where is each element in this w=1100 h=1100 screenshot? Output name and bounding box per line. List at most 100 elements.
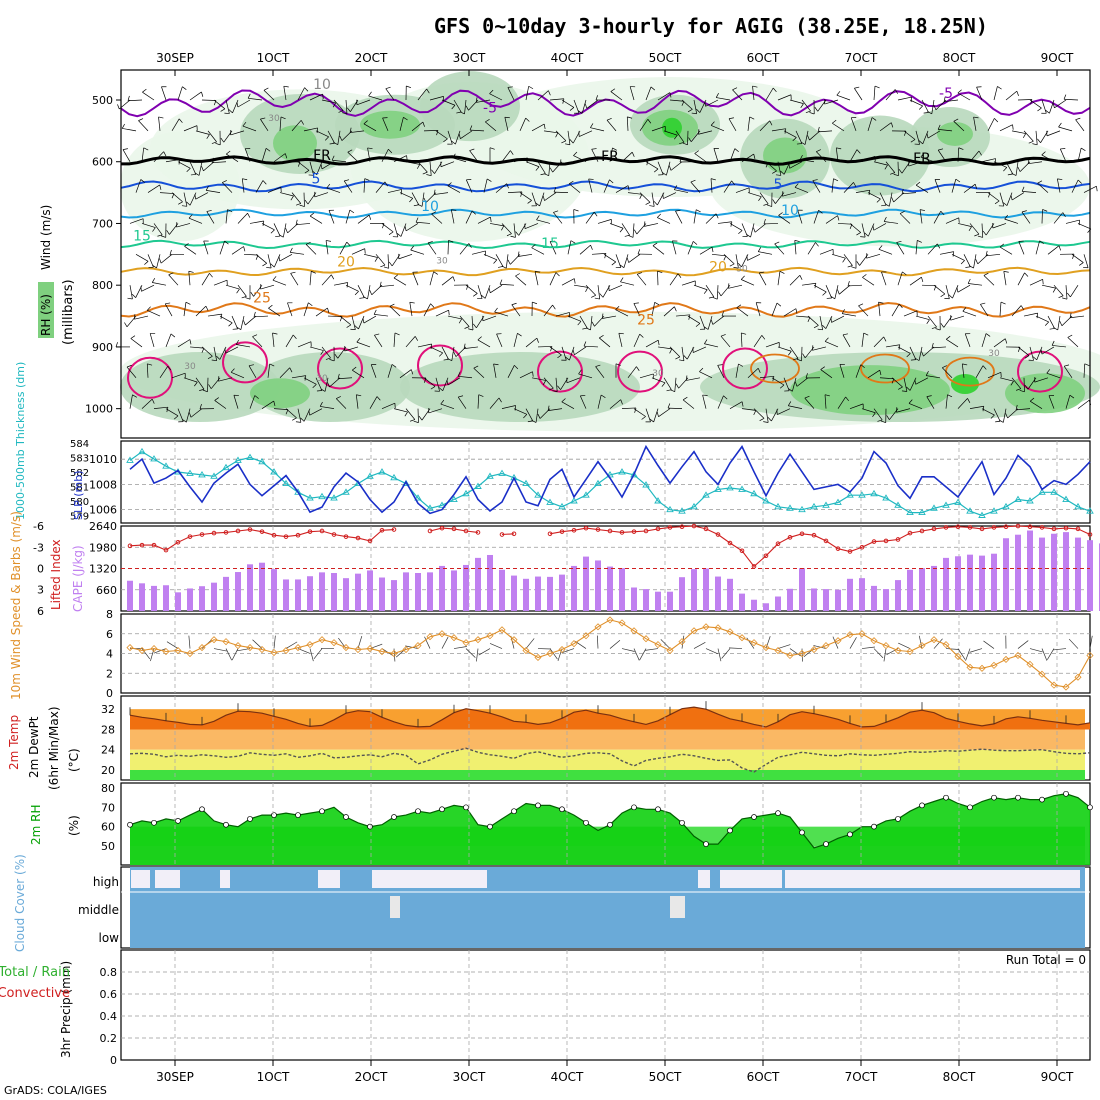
wind-barb <box>411 121 424 132</box>
wind-barb-flag <box>836 91 841 96</box>
wind-barb <box>794 187 809 193</box>
wind-barb-flag <box>807 135 810 141</box>
wind-barb-flag <box>542 195 545 201</box>
wind-barb <box>201 346 213 357</box>
wind-barb <box>129 285 133 300</box>
wind-barb-flag <box>1062 297 1068 300</box>
wind-barb-flag <box>794 183 799 188</box>
wind-barb <box>203 240 209 255</box>
wind-barb <box>553 212 563 224</box>
wind-barb <box>460 130 473 139</box>
wind-barb-flag <box>501 265 507 269</box>
wind-barb-flag <box>816 149 821 152</box>
wind-barb-flag <box>1049 328 1055 330</box>
wind-barb-flag <box>285 228 288 233</box>
wind-barb <box>735 187 750 193</box>
wind-barb-flag <box>422 121 425 127</box>
wind-barb <box>1058 126 1073 132</box>
wind-barb <box>674 377 677 392</box>
wind-barb-flag <box>980 302 986 305</box>
wind-barb-flag <box>657 270 663 273</box>
contour-25 <box>120 301 1091 318</box>
wind-barb <box>597 285 601 300</box>
rh-contour-sfc <box>222 341 268 384</box>
wind-barb-flag <box>552 304 556 310</box>
wind-barb-flag <box>940 293 946 297</box>
wind-barb <box>1071 254 1084 263</box>
cloud-mid-clear <box>670 896 685 918</box>
wind-barb-flag <box>532 301 538 305</box>
wind-barb-flag <box>841 309 845 314</box>
wind-barb <box>942 367 953 379</box>
wind-barb <box>1011 377 1022 389</box>
contour-label: -5 <box>483 100 497 116</box>
wind-barb-flag <box>788 388 793 392</box>
wind-barb-flag <box>847 281 850 287</box>
cloud-level-label: high <box>93 875 119 889</box>
wind-barb <box>585 211 595 224</box>
wind-barb <box>574 346 587 356</box>
wind-marker <box>558 645 566 654</box>
wind-barb <box>621 223 630 236</box>
wind-barb <box>675 130 685 143</box>
wind-barb-flag <box>757 368 761 373</box>
wind-barb-flag <box>910 97 913 103</box>
wind-barb <box>957 147 960 162</box>
slp-tick-label: 1008 <box>89 478 117 491</box>
wind-barb-flag <box>535 166 540 171</box>
wind-barb-flag <box>845 396 849 402</box>
wind-barb <box>915 130 920 145</box>
wind-barb <box>429 161 432 176</box>
wind-barb <box>909 99 923 107</box>
wind-barb <box>141 223 156 228</box>
surface-wind-barb <box>1053 648 1067 651</box>
wind-barb <box>279 254 293 262</box>
wind-barb-flag <box>542 380 547 385</box>
surface-wind-barb <box>225 648 233 661</box>
wind-barb <box>586 99 599 109</box>
wind-barb <box>590 127 605 132</box>
wind-barb-flag <box>678 359 685 362</box>
wind-barb-flag <box>181 205 187 207</box>
cape-bar <box>691 569 697 611</box>
wind-barb-flag <box>453 351 457 357</box>
wind-barb-flag <box>674 185 678 190</box>
li-marker <box>199 532 205 537</box>
wind-barb <box>283 86 287 101</box>
wind-barb-flag <box>300 120 304 125</box>
wind-barb-flag <box>860 364 865 369</box>
wind-marker <box>1086 651 1094 660</box>
wind-barb <box>645 339 659 348</box>
wind-barb-flag <box>205 185 209 191</box>
wind-barb-flag <box>753 410 757 416</box>
rh-contour-sfc <box>617 350 663 393</box>
cape-bar <box>367 570 373 611</box>
cape-bar <box>343 578 349 611</box>
wind-barb <box>356 99 371 106</box>
wind-barb <box>447 315 462 320</box>
wind-barb <box>777 161 782 176</box>
wind-barb-flag <box>982 230 987 236</box>
wind-barb <box>309 215 323 224</box>
li-marker <box>1039 525 1045 530</box>
li-tick-label: 0 <box>37 563 44 576</box>
wind-barb-flag <box>675 383 679 389</box>
wind-barb <box>477 339 491 348</box>
wind-barb <box>147 310 161 317</box>
wind-barb <box>981 333 987 348</box>
wind-marker <box>162 647 170 656</box>
cape-bar <box>607 566 613 611</box>
li-marker <box>787 535 793 540</box>
time-label-top: 1OCT <box>257 51 290 65</box>
wind-barb-flag <box>1057 178 1063 180</box>
wind-barb-flag <box>1022 133 1027 139</box>
wind-barb <box>429 346 443 354</box>
wind-barb <box>777 271 781 286</box>
surface-wind-barb <box>231 648 239 661</box>
wind-barb <box>931 99 935 114</box>
li-marker <box>139 542 145 548</box>
rh-contour-sfc <box>722 347 768 390</box>
wind-barb <box>375 181 386 193</box>
wind-barb-flag <box>194 194 196 200</box>
